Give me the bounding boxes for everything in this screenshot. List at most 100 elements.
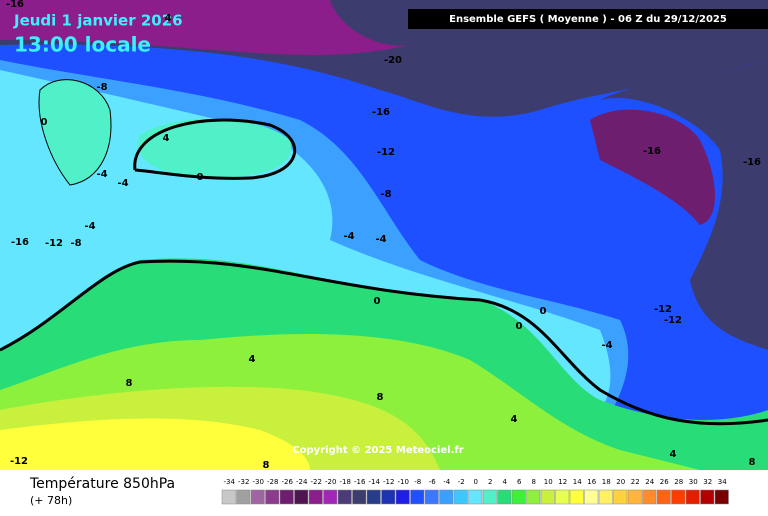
legend-value: -10: [398, 478, 409, 486]
legend-value: -6: [429, 478, 437, 486]
contour-label: -8: [96, 82, 107, 93]
legend-value: 6: [517, 478, 522, 486]
legend-swatch: [323, 489, 338, 505]
model-banner: [408, 9, 768, 29]
contour-label: -4: [601, 340, 612, 351]
legend-swatch: [555, 489, 570, 505]
legend-value: -30: [253, 478, 264, 486]
contour-label: -16: [11, 237, 29, 248]
contour-label: -16: [6, 0, 24, 10]
warm-pocket: [138, 118, 292, 179]
legend-swatch: [366, 489, 381, 505]
legend-swatch: [410, 489, 425, 505]
model-info: Ensemble GEFS ( Moyenne ) - 06 Z du 29/1…: [449, 14, 727, 25]
contour-label: -4: [375, 234, 386, 245]
legend-value: -8: [414, 478, 421, 486]
legend-value: -14: [369, 478, 381, 486]
legend-swatch: [700, 489, 715, 505]
legend-value: -34: [224, 478, 236, 486]
legend-value: 0: [474, 478, 478, 486]
legend-value: 10: [544, 478, 553, 486]
contour-label: 4: [163, 133, 170, 144]
legend-swatch: [294, 489, 309, 505]
contour-label: -12: [45, 238, 63, 249]
contour-label: 0: [374, 296, 381, 307]
copyright: Copyright © 2025 Meteociel.fr: [292, 445, 463, 456]
contour-label: -4: [117, 178, 128, 189]
legend-swatch: [381, 489, 396, 505]
legend-swatch: [337, 489, 352, 505]
legend-swatch: [642, 489, 657, 505]
legend-value: 8: [532, 478, 536, 486]
product-title: Température 850hPa: [29, 476, 175, 492]
legend-value: 30: [689, 478, 698, 486]
contour-label: -16: [372, 107, 390, 118]
cold-core: [590, 109, 715, 225]
legend-swatch: [236, 489, 251, 505]
legend-swatch: [279, 489, 294, 505]
contour-label: 8: [263, 460, 270, 471]
legend-swatch: [453, 489, 468, 505]
legend-swatch: [482, 489, 497, 505]
legend-value: -4: [443, 478, 451, 486]
legend-swatch: [395, 489, 410, 505]
contour-label: -16: [743, 157, 761, 168]
legend-swatch: [627, 489, 642, 505]
legend-swatch: [250, 489, 265, 505]
legend-swatch: [598, 489, 613, 505]
legend-value: -26: [282, 478, 294, 486]
lead-time: (+ 78h): [30, 494, 72, 507]
legend-swatch: [511, 489, 526, 505]
legend-value: -28: [267, 478, 278, 486]
contour-label: -8: [380, 189, 391, 200]
contour-label: -12: [10, 456, 28, 467]
contour-label: 8: [126, 378, 133, 389]
zero-isotherm: [0, 259, 768, 426]
legend-swatch: [714, 489, 729, 505]
legend-swatch: [439, 489, 454, 505]
legend-value: 12: [558, 478, 567, 486]
legend-swatch: [540, 489, 555, 505]
legend-value: 18: [602, 478, 611, 486]
hot-region: [0, 418, 310, 470]
zero-isotherm: [133, 118, 297, 180]
contour-label: -16: [643, 146, 661, 157]
greenland-outline: [38, 79, 112, 186]
legend-value: -12: [383, 478, 394, 486]
legend-value: -32: [238, 478, 249, 486]
legend-value: -2: [458, 478, 465, 486]
contour-label: -4: [343, 231, 354, 242]
legend-value: -24: [296, 478, 308, 486]
legend-swatch: [468, 489, 483, 505]
contour-label: 0: [540, 306, 547, 317]
legend-value: 34: [718, 478, 727, 486]
contour-label: -4: [96, 169, 107, 180]
legend-swatch: [424, 489, 439, 505]
contour-label: 4: [670, 449, 677, 460]
legend-value: 14: [573, 478, 582, 486]
contour-label: 0: [516, 321, 523, 332]
legend-value: 32: [703, 478, 712, 486]
contour-label: -12: [654, 304, 672, 315]
contour-label: 0: [197, 172, 204, 183]
legend-value: -16: [354, 478, 366, 486]
legend-swatch: [685, 489, 700, 505]
legend-value: 16: [587, 478, 596, 486]
legend-swatch: [584, 489, 599, 505]
legend-swatch: [569, 489, 584, 505]
legend-value: 2: [488, 478, 492, 486]
legend-swatch: [221, 489, 236, 505]
contour-label: 4: [249, 354, 256, 365]
contour-label: -12: [664, 315, 682, 326]
legend-swatch: [656, 489, 671, 505]
forecast-date: Jeudi 1 janvier 2026: [13, 12, 183, 30]
legend-value: -18: [340, 478, 351, 486]
contour-label: -12: [377, 147, 395, 158]
legend-value: 28: [674, 478, 683, 486]
legend-swatch: [526, 489, 541, 505]
legend-swatch: [352, 489, 367, 505]
legend-swatch: [497, 489, 512, 505]
legend-value: 20: [616, 478, 625, 486]
